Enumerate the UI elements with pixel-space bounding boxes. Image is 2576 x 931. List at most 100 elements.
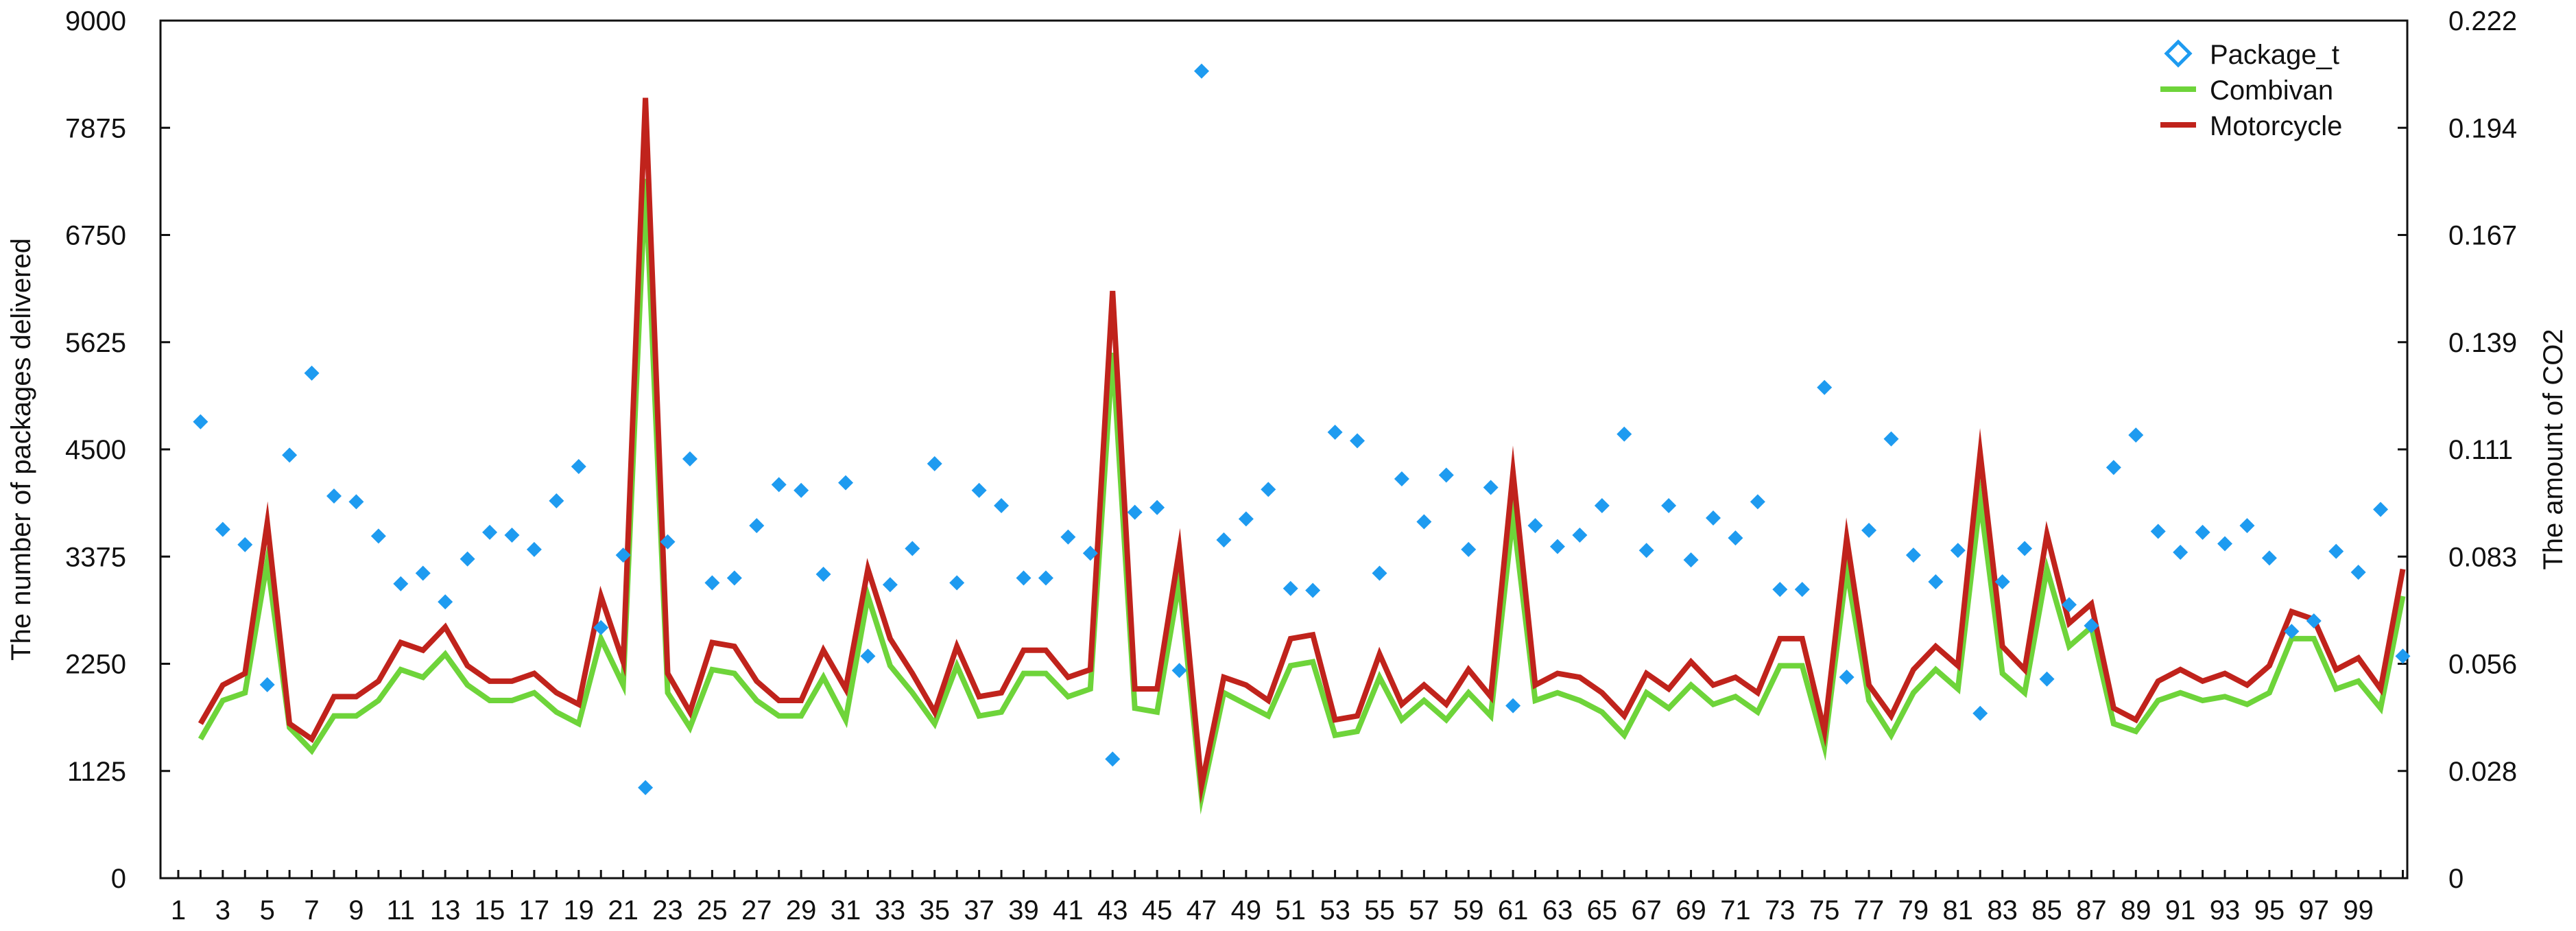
package-t-point xyxy=(571,459,586,474)
package-t-point xyxy=(1750,494,1765,510)
package-t-point xyxy=(593,620,609,635)
package-t-point xyxy=(1372,565,1387,581)
right-axis-ticks: 0 0.028 0.056 0.083 0.111 0.139 0.167 0.194 0.22… xyxy=(2398,6,2517,894)
package-t-point xyxy=(1350,433,1365,449)
y-tick-label: 6750 xyxy=(65,221,126,251)
y-axis-title: The number of packages delivered xyxy=(6,238,36,661)
legend-marker-diamond xyxy=(2164,39,2193,68)
package-t-point xyxy=(2239,518,2255,534)
package-t-point xyxy=(259,677,275,693)
package-t-point xyxy=(2084,617,2099,633)
package-t-point xyxy=(2284,624,2300,639)
y-tick-label: 7875 xyxy=(65,113,126,143)
package-t-point xyxy=(1994,574,2010,590)
package-t-point xyxy=(2106,460,2121,475)
package-t-point xyxy=(2061,597,2077,613)
x-tick-label: 85 xyxy=(2031,895,2062,926)
series-layer xyxy=(193,63,2411,815)
y2-axis-title: The amount of CO2 xyxy=(2538,329,2568,569)
package-t-point xyxy=(2039,671,2055,687)
x-tick-label: 65 xyxy=(1587,895,1618,926)
x-tick-label: 31 xyxy=(831,895,861,926)
package-t-point xyxy=(1483,480,1499,495)
package-t-point xyxy=(348,494,364,510)
package-t-point xyxy=(1238,511,1254,527)
x-tick-label: 39 xyxy=(1008,895,1039,926)
package-t-point xyxy=(1549,539,1565,554)
x-tick-label: 69 xyxy=(1675,895,1706,926)
package-t-point xyxy=(438,594,453,610)
package-t-point xyxy=(282,447,298,463)
package-t-point xyxy=(905,541,920,556)
x-tick-label: 51 xyxy=(1275,895,1306,926)
y2-tick-label: 0.167 xyxy=(2448,221,2517,251)
x-tick-label: 11 xyxy=(387,895,416,926)
package-t-point xyxy=(1171,663,1187,679)
x-tick-label: 27 xyxy=(741,895,772,926)
y-tick-label: 9000 xyxy=(65,6,126,36)
x-tick-label: 23 xyxy=(652,895,683,926)
x-tick-label: 3 xyxy=(215,895,230,926)
x-tick-label: 67 xyxy=(1631,895,1662,926)
package-t-point xyxy=(2017,541,2033,556)
y2-tick-label: 0.056 xyxy=(2448,650,2517,680)
x-tick-label: 21 xyxy=(608,895,639,926)
combivan-series-line xyxy=(198,178,2406,815)
package-t-point xyxy=(1661,497,1677,513)
package-t-point xyxy=(1861,523,1877,539)
package-t-point xyxy=(549,493,564,508)
package-t-point xyxy=(638,780,654,796)
package-t-point xyxy=(1060,529,1076,545)
x-tick-label: 57 xyxy=(1409,895,1440,926)
x-tick-label: 77 xyxy=(1854,895,1885,926)
x-tick-label: 55 xyxy=(1364,895,1395,926)
package-t-point xyxy=(1461,541,1477,557)
y2-tick-label: 0.028 xyxy=(2448,757,2517,787)
package-t-point xyxy=(682,451,697,467)
x-tick-label: 45 xyxy=(1142,895,1173,926)
y-tick-label: 2250 xyxy=(65,650,126,680)
package-t-point xyxy=(726,570,742,586)
package-t-point xyxy=(1105,751,1121,767)
package-t-point xyxy=(1594,497,1610,513)
x-tick-label: 89 xyxy=(2121,895,2151,926)
x-tick-label: 29 xyxy=(786,895,817,926)
x-tick-label: 15 xyxy=(475,895,505,926)
package-t-point xyxy=(1883,431,1899,447)
package-t-point xyxy=(1617,426,1632,442)
package-t-point xyxy=(794,482,809,498)
x-tick-label: 93 xyxy=(2210,895,2241,926)
package-t-point xyxy=(237,537,253,552)
x-tick-label: 5 xyxy=(260,895,275,926)
package-t-point xyxy=(882,577,898,593)
package-t-point xyxy=(193,414,208,429)
y2-tick-label: 0.111 xyxy=(2448,435,2513,465)
package-t-point xyxy=(2217,536,2233,552)
package-t-point xyxy=(1772,582,1788,598)
package-t-point xyxy=(370,528,386,544)
package-t-point xyxy=(1082,545,1098,561)
x-tick-label: 47 xyxy=(1186,895,1217,926)
x-tick-label: 13 xyxy=(430,895,461,926)
y-tick-label: 4500 xyxy=(65,435,126,465)
package-t-point xyxy=(749,518,765,534)
x-tick-label: 41 xyxy=(1053,895,1084,926)
package-t-point xyxy=(1950,543,1966,558)
package-t-point xyxy=(215,521,230,537)
y2-tick-label: 0 xyxy=(2448,864,2464,894)
package-t-point xyxy=(526,541,542,557)
package-t-point xyxy=(1261,482,1276,497)
x-tick-label: 7 xyxy=(304,895,319,926)
package-t-point xyxy=(2261,550,2277,566)
x-tick-label: 43 xyxy=(1097,895,1128,926)
package-t-point xyxy=(1728,530,1743,546)
x-tick-label: 63 xyxy=(1542,895,1573,926)
x-tick-label: 53 xyxy=(1320,895,1350,926)
package-t-point xyxy=(949,575,965,591)
package-t-point xyxy=(393,576,409,591)
y-tick-label: 1125 xyxy=(67,757,126,787)
package-t-point xyxy=(1905,547,1921,563)
package-t-point xyxy=(660,534,676,550)
